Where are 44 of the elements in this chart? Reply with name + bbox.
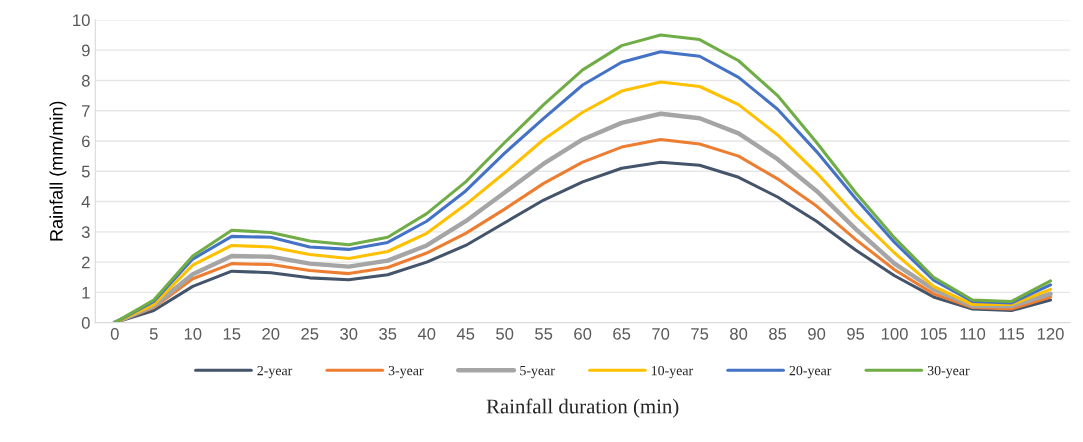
- x-tick-label: 15: [223, 328, 241, 340]
- y-tick-label: 3: [81, 226, 90, 239]
- y-axis-title: Rainfall (mm/min): [49, 101, 67, 241]
- x-tick-label: 45: [456, 328, 475, 340]
- x-tick-label: 95: [847, 327, 865, 340]
- x-tick-label: 80: [730, 327, 748, 340]
- y-tick-label: 9: [81, 44, 90, 57]
- y-tick-label: 8: [81, 74, 90, 87]
- legend-label: 2-year: [257, 365, 293, 379]
- x-tick-label: 65: [613, 327, 631, 340]
- x-tick-label: 20: [262, 327, 280, 340]
- x-tick-label: 85: [769, 327, 787, 340]
- x-tick-label: 90: [808, 327, 826, 340]
- x-tick-label: 5: [149, 328, 158, 340]
- legend-label: 3-year: [388, 365, 424, 379]
- legend-label: 20-year: [789, 365, 832, 379]
- x-tick-label: 115: [999, 328, 1025, 340]
- y-tick-label: 1: [82, 286, 90, 299]
- y-tick-label: 10: [73, 14, 90, 27]
- x-tick-label: 40: [417, 327, 436, 340]
- y-tick-label: 5: [81, 165, 90, 178]
- x-tick-label: 70: [652, 327, 670, 340]
- y-tick-label: 4: [81, 196, 90, 208]
- x-tick-label: 35: [379, 327, 397, 340]
- x-tick-label: 120: [1037, 327, 1064, 340]
- x-tick-label: 0: [110, 327, 119, 340]
- x-tick-label: 55: [535, 328, 553, 340]
- legend-label: 10-year: [651, 365, 693, 379]
- x-tick-label: 110: [960, 327, 986, 340]
- x-axis-title: Rainfall duration (min): [486, 398, 679, 418]
- legend-label: 30-year: [927, 365, 970, 379]
- x-tick-label: 105: [920, 327, 947, 340]
- y-tick-label: 0: [81, 317, 90, 329]
- y-tick-label: 6: [82, 135, 90, 148]
- x-tick-label: 75: [691, 328, 709, 340]
- x-tick-label: 60: [574, 327, 592, 340]
- x-tick-label: 30: [340, 327, 358, 340]
- x-tick-label: 25: [301, 327, 319, 340]
- legend-label: 5-year: [520, 366, 555, 379]
- y-tick-label: 2: [82, 256, 90, 269]
- x-tick-label: 100: [881, 327, 908, 340]
- x-tick-label: 10: [184, 327, 202, 340]
- y-tick-label: 7: [82, 105, 90, 117]
- x-tick-label: 50: [496, 327, 514, 340]
